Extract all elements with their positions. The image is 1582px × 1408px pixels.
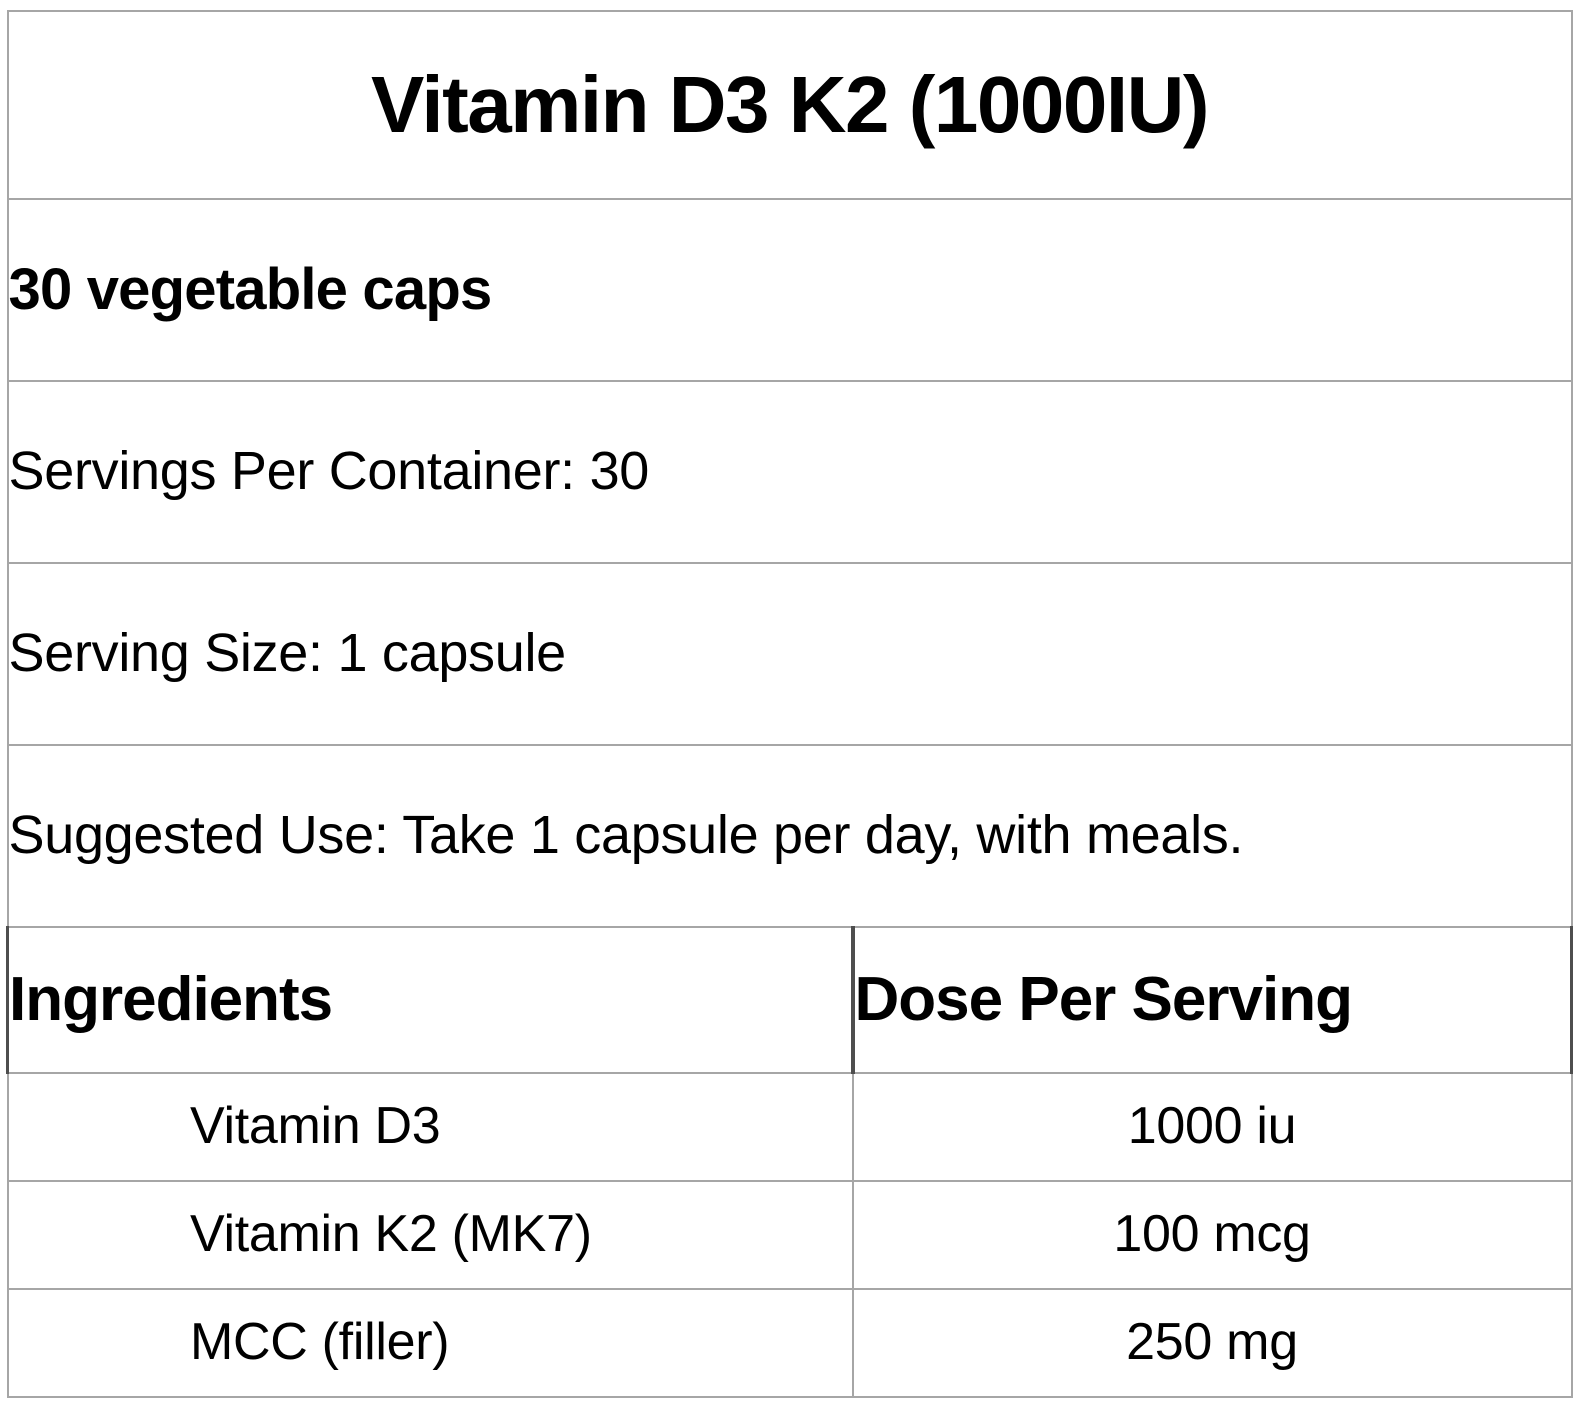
ingredient-name: Vitamin K2 (MK7)	[190, 1205, 592, 1264]
ingredient-dose-cell: 100 mcg	[851, 1180, 1573, 1290]
ingredients-header-cell: Ingredients	[6, 926, 855, 1074]
supplement-facts-label: Vitamin D3 K2 (1000IU) 30 vegetable caps…	[6, 10, 1573, 1398]
ingredient-name-cell: Vitamin D3	[6, 1072, 854, 1182]
serving-size-cell: Serving Size: 1 capsule	[6, 562, 1573, 746]
suggested-use-cell: Suggested Use: Take 1 capsule per day, w…	[6, 744, 1573, 928]
product-title-cell: Vitamin D3 K2 (1000IU)	[6, 10, 1573, 200]
ingredient-name-cell: MCC (filler)	[6, 1288, 854, 1398]
dose-column-header: Dose Per Serving	[854, 965, 1353, 1035]
ingredient-name: MCC (filler)	[190, 1313, 450, 1372]
serving-size-text: Serving Size: 1 capsule	[8, 623, 567, 684]
suggested-use-text: Suggested Use: Take 1 capsule per day, w…	[8, 805, 1244, 866]
page-title: Vitamin D3 K2 (1000IU)	[371, 60, 1209, 149]
ingredient-dose: 100 mcg	[1113, 1205, 1311, 1264]
package-size-cell: 30 vegetable caps	[6, 198, 1573, 382]
servings-per-container-row: Servings Per Container: 30	[6, 380, 1573, 564]
servings-per-container-text: Servings Per Container: 30	[8, 441, 650, 502]
ingredients-table-header-row: Ingredients Dose Per Serving	[6, 926, 1573, 1074]
ingredient-name-cell: Vitamin K2 (MK7)	[6, 1180, 854, 1290]
table-row: Vitamin K2 (MK7) 100 mcg	[6, 1180, 1573, 1290]
dose-header-cell: Dose Per Serving	[852, 926, 1573, 1074]
package-size-text: 30 vegetable caps	[8, 257, 493, 323]
suggested-use-row: Suggested Use: Take 1 capsule per day, w…	[6, 744, 1573, 928]
supplement-facts-table: Vitamin D3 K2 (1000IU) 30 vegetable caps…	[6, 10, 1573, 1398]
ingredient-dose-cell: 1000 iu	[851, 1072, 1573, 1182]
ingredient-dose: 1000 iu	[1127, 1097, 1297, 1156]
ingredient-dose: 250 mg	[1126, 1313, 1298, 1372]
ingredients-column-header: Ingredients	[9, 965, 333, 1035]
table-row: Vitamin D3 1000 iu	[6, 1072, 1573, 1182]
title-row: Vitamin D3 K2 (1000IU)	[6, 10, 1573, 200]
ingredient-name: Vitamin D3	[190, 1097, 441, 1156]
table-row: MCC (filler) 250 mg	[6, 1288, 1573, 1398]
serving-size-row: Serving Size: 1 capsule	[6, 562, 1573, 746]
ingredient-dose-cell: 250 mg	[851, 1288, 1573, 1398]
servings-per-container-cell: Servings Per Container: 30	[6, 380, 1573, 564]
subtitle-row: 30 vegetable caps	[6, 198, 1573, 382]
